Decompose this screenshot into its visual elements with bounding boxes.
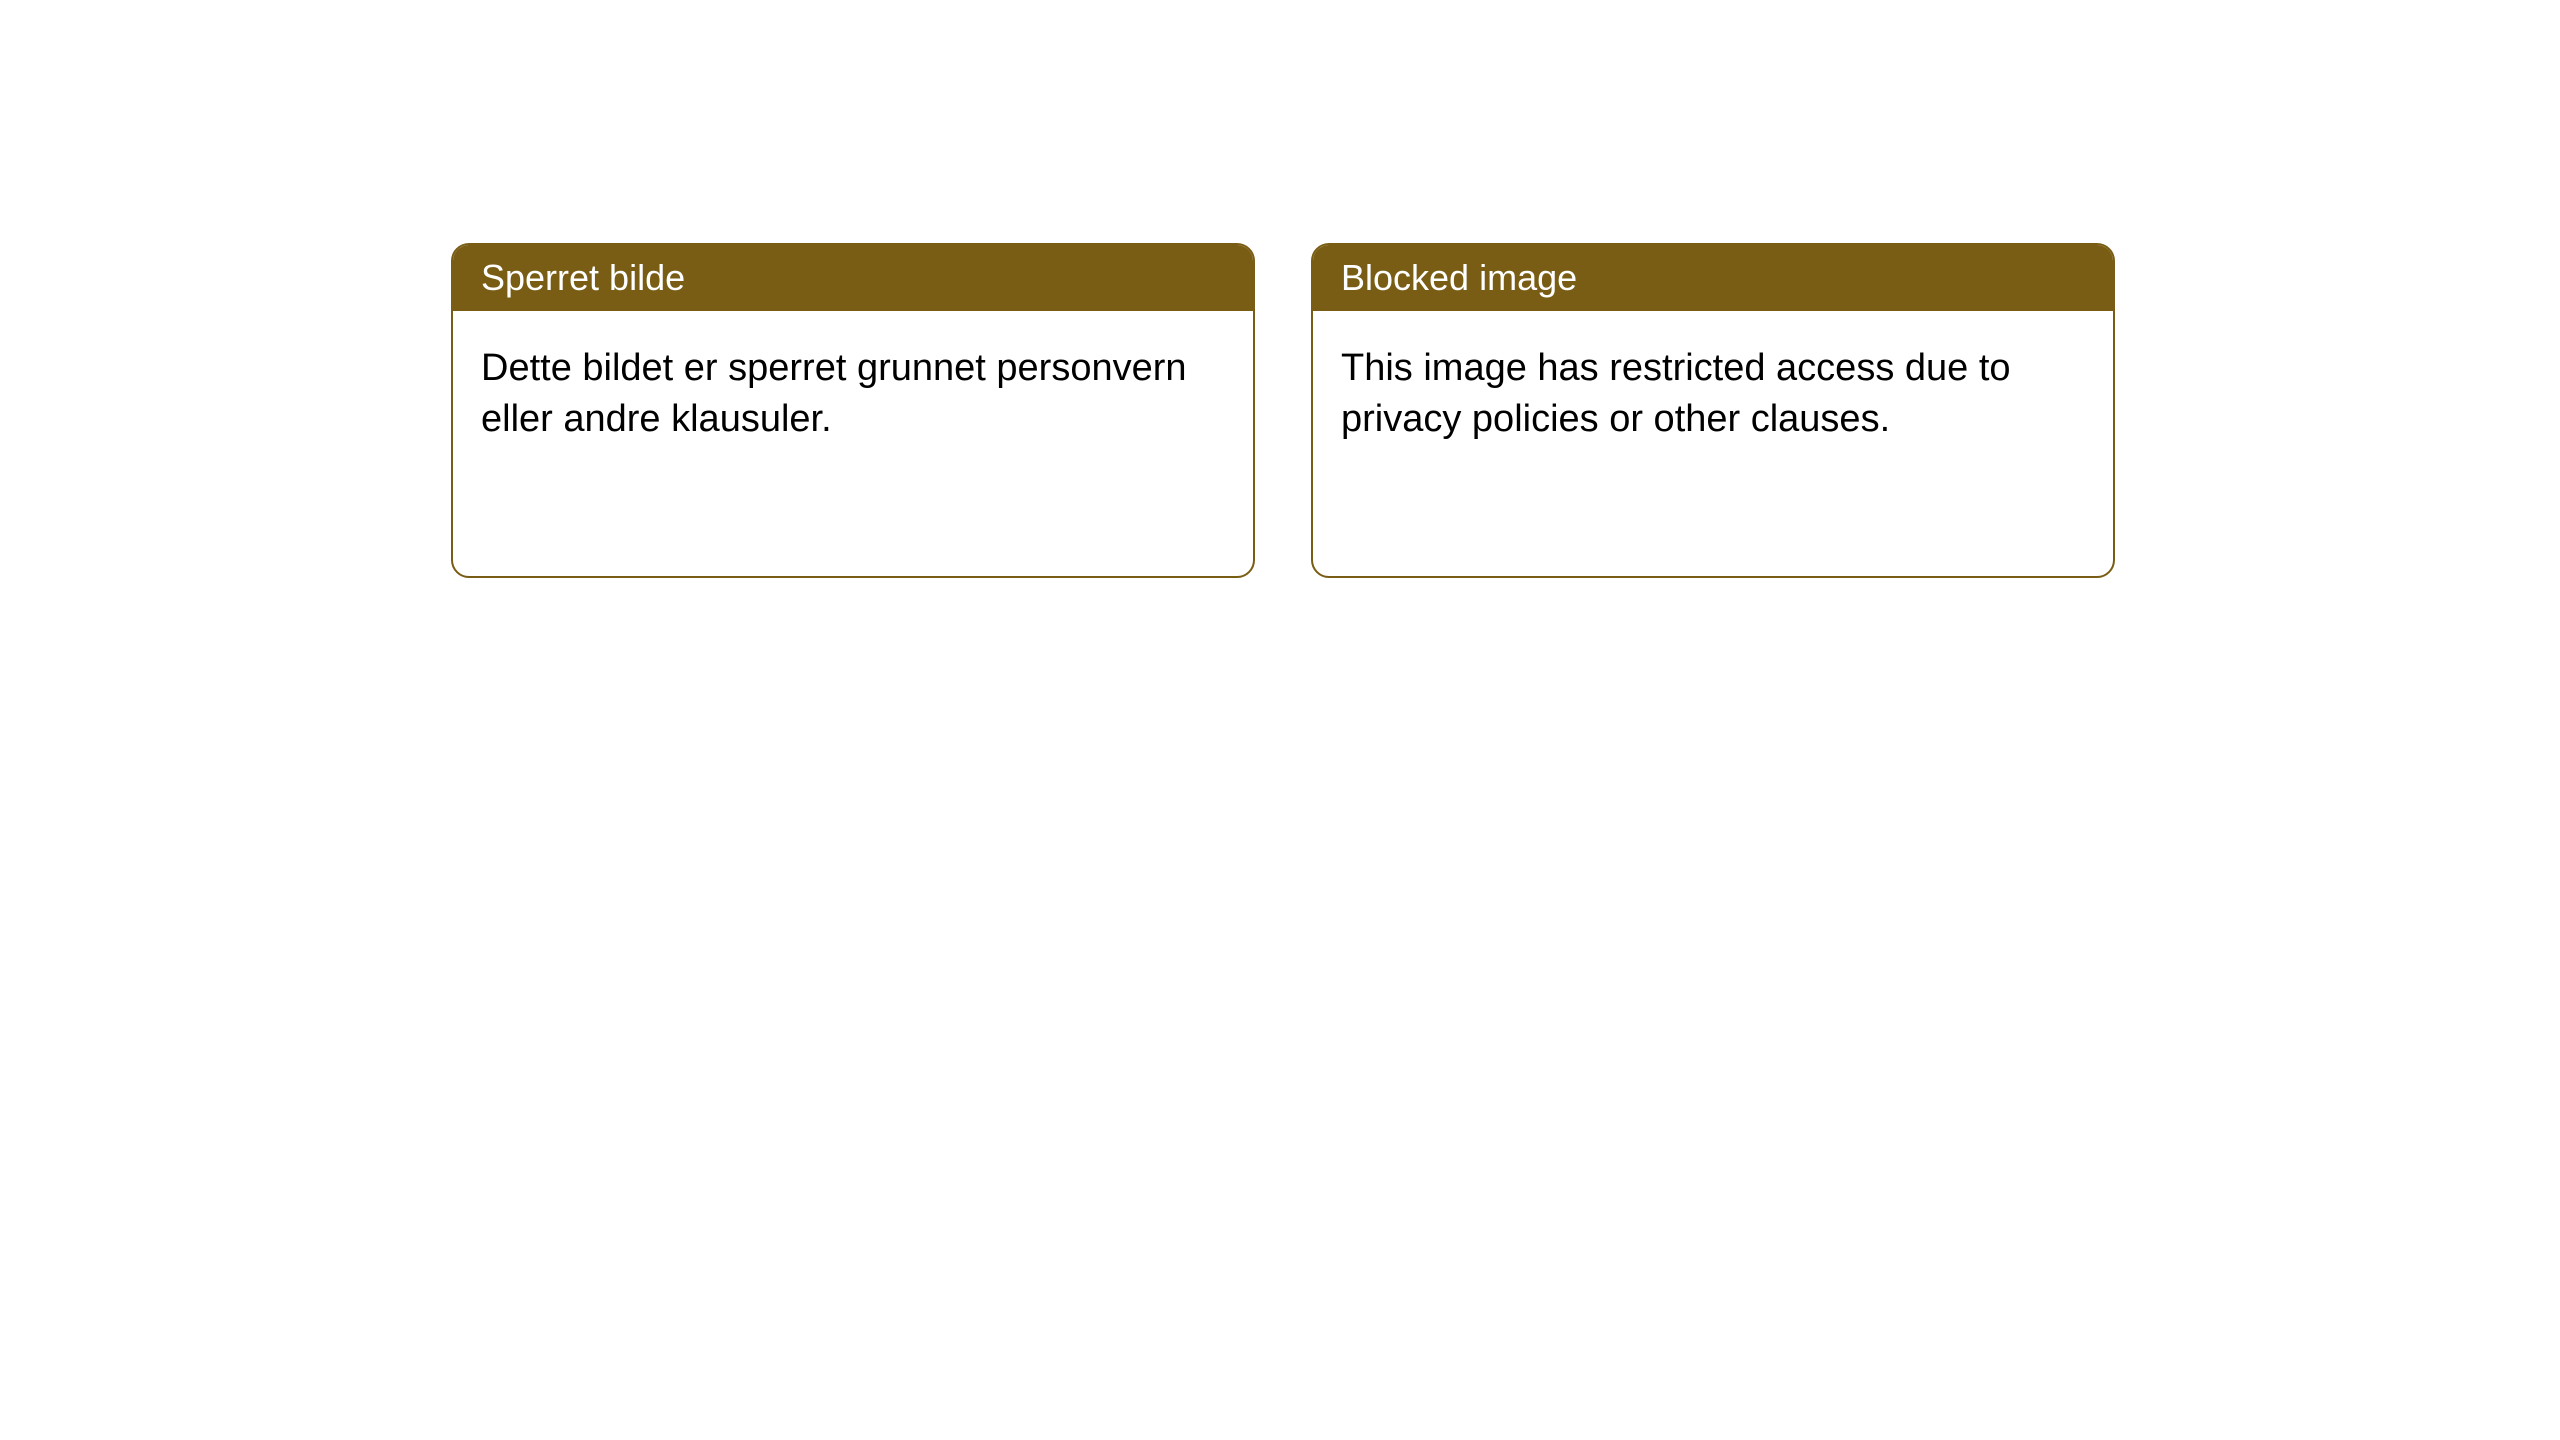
notice-card-norwegian: Sperret bilde Dette bildet er sperret gr… bbox=[451, 243, 1255, 578]
notice-container: Sperret bilde Dette bildet er sperret gr… bbox=[451, 243, 2115, 578]
notice-header: Blocked image bbox=[1313, 245, 2113, 311]
notice-card-english: Blocked image This image has restricted … bbox=[1311, 243, 2115, 578]
notice-body: Dette bildet er sperret grunnet personve… bbox=[453, 311, 1253, 478]
notice-body: This image has restricted access due to … bbox=[1313, 311, 2113, 478]
notice-title: Sperret bilde bbox=[481, 257, 685, 298]
notice-text: This image has restricted access due to … bbox=[1341, 347, 2011, 440]
notice-header: Sperret bilde bbox=[453, 245, 1253, 311]
notice-title: Blocked image bbox=[1341, 257, 1577, 298]
notice-text: Dette bildet er sperret grunnet personve… bbox=[481, 347, 1187, 440]
